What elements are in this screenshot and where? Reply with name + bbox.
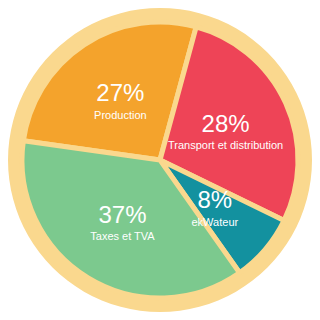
svg-text:Production: Production (94, 109, 147, 121)
svg-text:37%: 37% (98, 201, 146, 228)
svg-text:Transport et distribution: Transport et distribution (168, 139, 283, 151)
svg-text:Taxes et TVA: Taxes et TVA (90, 230, 155, 242)
svg-text:ekWateur: ekWateur (191, 216, 238, 228)
svg-text:8%: 8% (197, 186, 232, 213)
svg-text:28%: 28% (202, 110, 250, 137)
svg-text:27%: 27% (96, 79, 144, 106)
